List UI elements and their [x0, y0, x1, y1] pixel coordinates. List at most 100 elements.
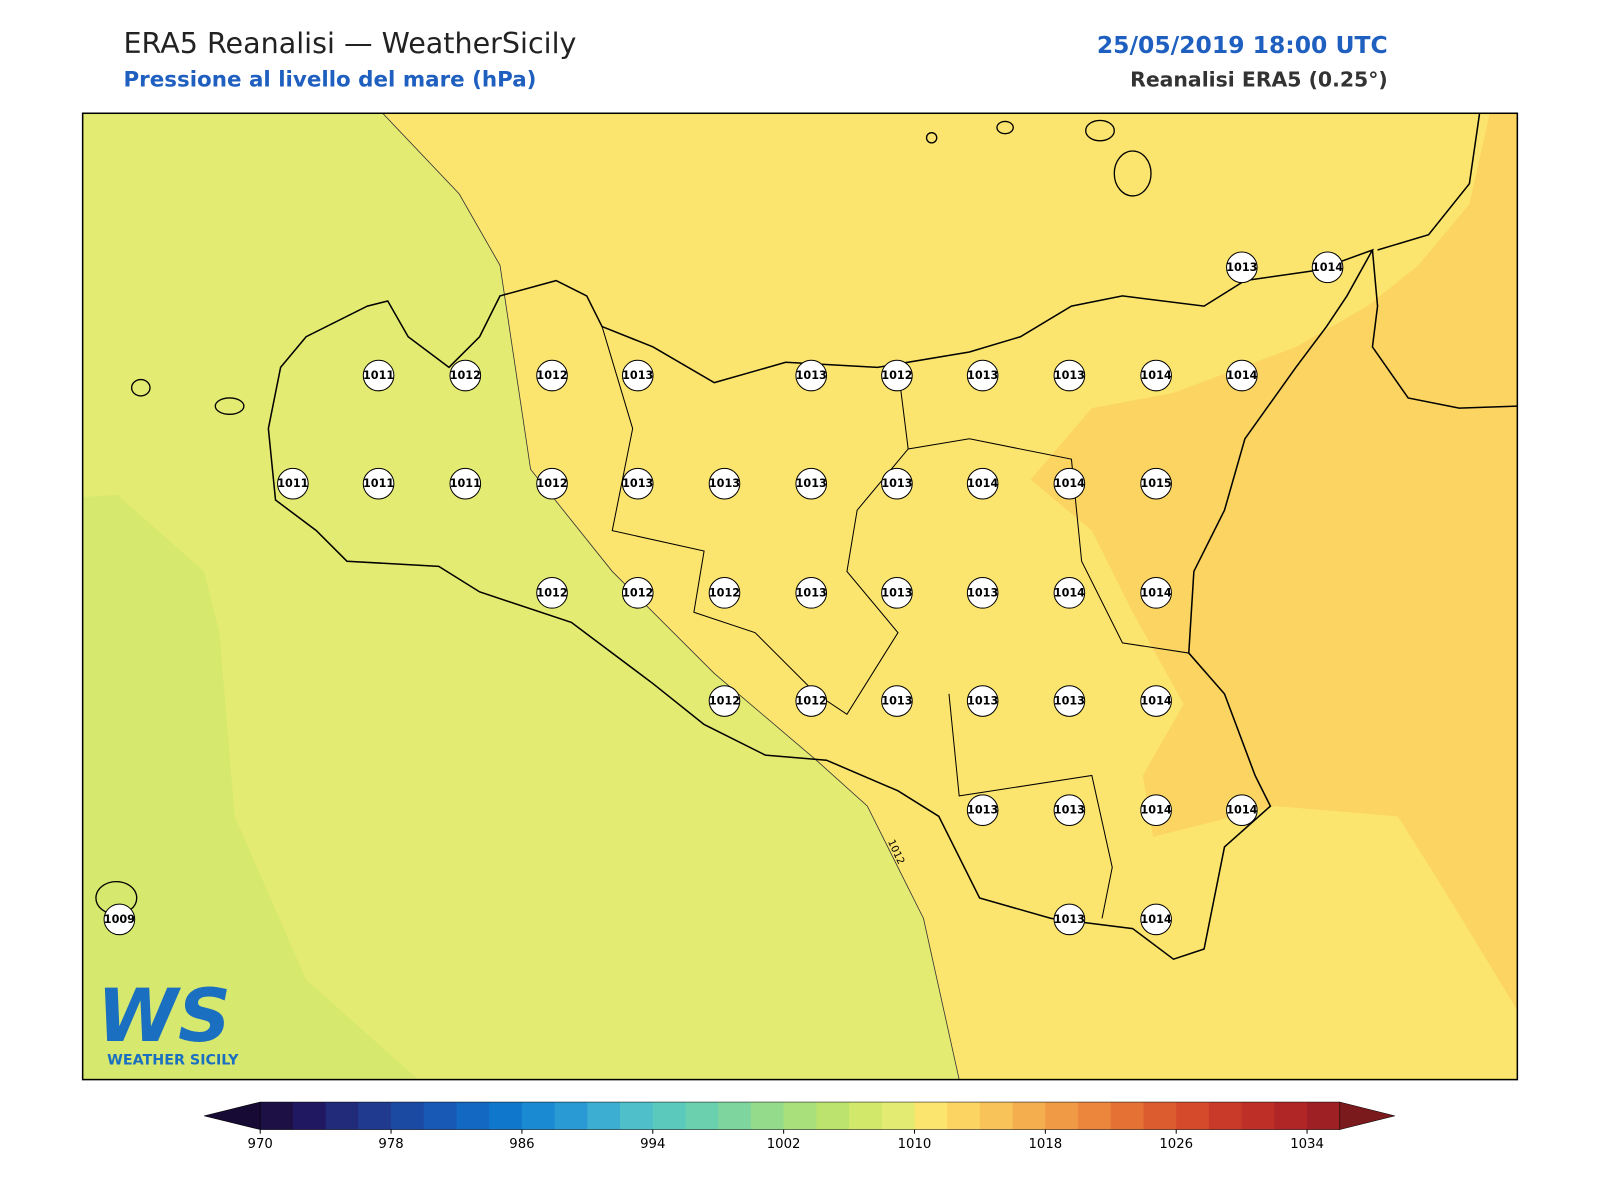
- field-green: [82, 494, 419, 1080]
- station-value: 1014: [1141, 369, 1172, 382]
- station-value: 1013: [1054, 695, 1085, 708]
- station-value: 1014: [1141, 586, 1172, 599]
- datetime: 25/05/2019 18:00 UTC: [1097, 31, 1388, 59]
- colorbar-tick-label: 1026: [1159, 1137, 1193, 1152]
- calabria-coast: [1371, 249, 1518, 409]
- colorbar-swatch: [718, 1102, 752, 1130]
- colorbar-swatch: [914, 1102, 948, 1130]
- colorbar-tick-label: 978: [378, 1137, 403, 1152]
- logo-text: WEATHER SICILY: [107, 1052, 239, 1068]
- station-marker: [621, 359, 654, 392]
- station-marker: [795, 467, 828, 500]
- station-value: 1011: [277, 477, 308, 490]
- colorbar-swatch: [947, 1102, 981, 1130]
- stations: 1013 1014 1011 1012 1012 1013 1013 1012 1013 1013…: [103, 251, 1344, 936]
- island: [214, 397, 245, 415]
- station-value: 1013: [622, 477, 653, 490]
- station-value: 1013: [709, 477, 740, 490]
- station-value: 1012: [450, 369, 481, 382]
- colorbar-tick-label: 1002: [767, 1137, 801, 1152]
- station-value: 1012: [536, 477, 567, 490]
- station-marker: [536, 359, 568, 392]
- station-marker: [536, 467, 568, 500]
- station-marker: [966, 794, 999, 827]
- logo-mark: WS: [97, 974, 231, 1059]
- station-value: 1014: [967, 477, 998, 490]
- station-value: 1013: [881, 695, 912, 708]
- colorbar-swatch: [1241, 1102, 1275, 1130]
- station-marker: [1053, 577, 1086, 609]
- station-value: 1009: [104, 913, 135, 926]
- colorbar-frame: [259, 1101, 1341, 1130]
- station-marker: [966, 577, 999, 609]
- colorbar-swatch: [391, 1102, 425, 1130]
- station-marker: [1053, 685, 1086, 717]
- station-marker: [708, 467, 741, 500]
- station-marker: [621, 467, 654, 500]
- station-value: 1013: [1054, 913, 1085, 926]
- colorbar-swatch: [685, 1102, 719, 1130]
- colorbar-swatch: [1143, 1102, 1177, 1130]
- station-value: 1012: [536, 586, 567, 599]
- station-marker: [881, 577, 913, 609]
- station-marker: [1226, 251, 1258, 284]
- colorbar-swatch: [620, 1102, 654, 1130]
- island: [996, 120, 1014, 135]
- colorbar-swatch: [816, 1102, 850, 1130]
- station-value: 1011: [450, 477, 481, 490]
- station-value: 1012: [709, 695, 740, 708]
- station-marker: [708, 685, 741, 717]
- colorbar-swatch: [1274, 1102, 1308, 1130]
- station-marker: [1053, 794, 1086, 827]
- colorbar-tick-label: 970: [248, 1137, 273, 1152]
- field-lightgreen: [82, 113, 960, 1080]
- isobar: [382, 113, 960, 1080]
- colorbar-swatch: [1176, 1102, 1210, 1130]
- station-marker: [708, 577, 741, 609]
- station-value: 1014: [1054, 586, 1085, 599]
- colorbar-swatch: [1208, 1102, 1243, 1130]
- station-marker: [1053, 903, 1086, 936]
- colorbar-tick-label: 1010: [898, 1137, 932, 1152]
- island: [925, 131, 938, 144]
- colorbar-swatch: [292, 1102, 327, 1130]
- station-marker: [1140, 794, 1172, 827]
- colorbar-tick-label: 1018: [1028, 1137, 1062, 1152]
- station-marker: [362, 467, 395, 500]
- station-value: 1011: [363, 369, 394, 382]
- colorbar-swatch: [521, 1102, 556, 1130]
- station-value: 1014: [1226, 804, 1257, 817]
- station-value: 1011: [363, 477, 394, 490]
- island: [1085, 119, 1115, 142]
- station-marker: [1140, 685, 1172, 717]
- colorbar: 970 978 986 994 1002 1010 1018 1026 1034: [204, 1101, 1395, 1152]
- field-orange: [1030, 113, 1518, 1011]
- station-value: 1012: [536, 369, 567, 382]
- colorbar-swatch: [358, 1102, 392, 1130]
- station-marker: [1140, 577, 1172, 609]
- colorbar-swatch: [783, 1102, 817, 1130]
- station-value: 1013: [967, 695, 998, 708]
- station-value: 1013: [622, 369, 653, 382]
- station-marker: [881, 685, 913, 717]
- station-marker: [795, 577, 828, 609]
- station-marker: [1053, 359, 1086, 392]
- colorbar-swatch: [1307, 1102, 1341, 1130]
- station-marker: [1053, 467, 1086, 500]
- colorbar-swatch: [587, 1102, 621, 1130]
- station-marker: [966, 685, 999, 717]
- station-value: 1014: [1312, 261, 1343, 274]
- station-value: 1012: [622, 586, 653, 599]
- colorbar-swatch: [1045, 1102, 1079, 1130]
- station-marker: [621, 577, 654, 609]
- colorbar-swatch: [260, 1102, 294, 1130]
- station-value: 1014: [1226, 369, 1257, 382]
- subtitle: Pressione al livello del mare (hPa): [123, 68, 536, 93]
- colorbar-swatch: [554, 1102, 588, 1130]
- station-marker: [881, 359, 913, 392]
- station-value: 1013: [796, 369, 827, 382]
- station-value: 1013: [881, 586, 912, 599]
- colorbar-swatch: [1012, 1102, 1046, 1130]
